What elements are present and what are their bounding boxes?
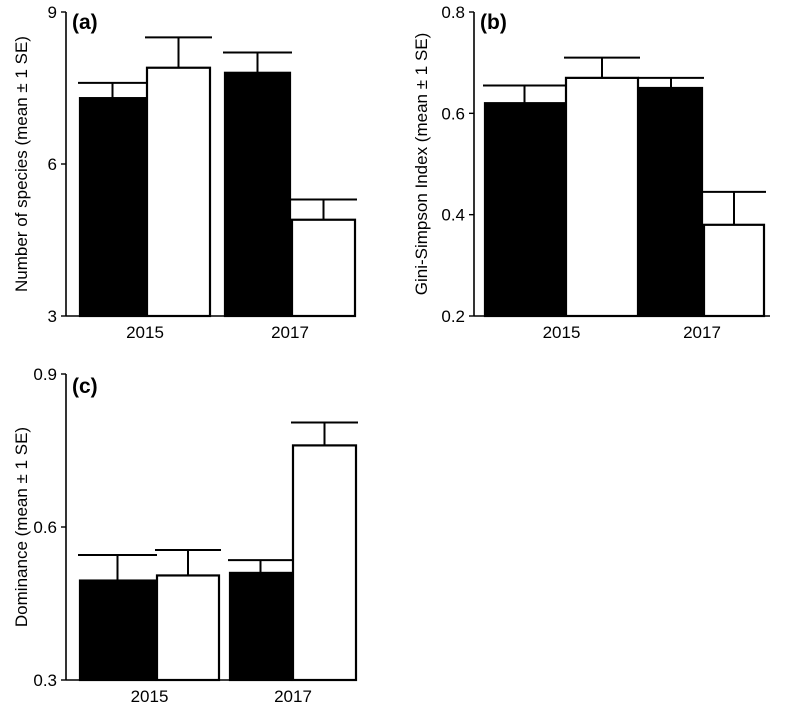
y-tick-label: 0.6 xyxy=(441,104,465,123)
bar xyxy=(638,86,704,318)
bar xyxy=(145,66,212,318)
bars xyxy=(78,36,357,318)
y-ticks: 0.3 0.6 0.9 xyxy=(33,365,66,690)
y-ticks: 0.2 0.4 0.6 0.8 xyxy=(441,3,474,326)
bar xyxy=(78,579,157,682)
bar xyxy=(483,102,566,318)
y-axis-title: Dominance (mean ± 1 SE) xyxy=(12,427,31,627)
x-categories: 2015 2017 xyxy=(543,323,721,342)
bar xyxy=(155,574,221,682)
y-axis-title: Number of species (mean ± 1 SE) xyxy=(12,36,31,292)
x-category-label: 2017 xyxy=(274,687,312,705)
bars xyxy=(483,56,766,318)
panel-label: (c) xyxy=(72,375,98,398)
x-category-label: 2015 xyxy=(131,687,169,705)
bar xyxy=(223,71,292,318)
bar xyxy=(564,76,640,318)
x-category-label: 2015 xyxy=(126,323,164,342)
y-tick-label: 0.6 xyxy=(33,518,57,537)
panel-b: (b) Gini-Simpson Index (mean ± 1 SE) 0.2… xyxy=(412,3,770,342)
bar xyxy=(290,218,357,318)
y-tick-label: 0.2 xyxy=(441,307,465,326)
bar xyxy=(291,444,358,682)
x-category-label: 2017 xyxy=(271,323,309,342)
bar xyxy=(78,97,147,318)
panel-label: (b) xyxy=(480,11,507,34)
x-category-label: 2015 xyxy=(543,323,581,342)
bars xyxy=(78,421,358,682)
x-categories: 2015 2017 xyxy=(126,323,309,342)
bar xyxy=(702,223,766,318)
y-tick-label: 0.9 xyxy=(33,365,57,384)
y-tick-label: 9 xyxy=(48,3,57,22)
y-tick-label: 0.8 xyxy=(441,3,465,22)
x-category-label: 2017 xyxy=(683,323,721,342)
x-categories: 2015 2017 xyxy=(131,687,312,705)
panel-label: (a) xyxy=(72,11,98,34)
panel-a: (a) Number of species (mean ± 1 SE) 369 … xyxy=(12,3,357,342)
y-tick-label: 6 xyxy=(48,155,57,174)
y-ticks: 3 6 9 xyxy=(48,3,66,326)
y-tick-label: 3 xyxy=(48,307,57,326)
y-tick-label: 0.3 xyxy=(33,671,57,690)
panel-c: (c) Dominance (mean ± 1 SE) 0.3 0.6 0.9 20… xyxy=(12,365,358,705)
y-axis-title: Gini-Simpson Index (mean ± 1 SE) xyxy=(412,33,431,296)
y-tick-label: 0.4 xyxy=(441,206,465,225)
bar xyxy=(228,571,293,682)
